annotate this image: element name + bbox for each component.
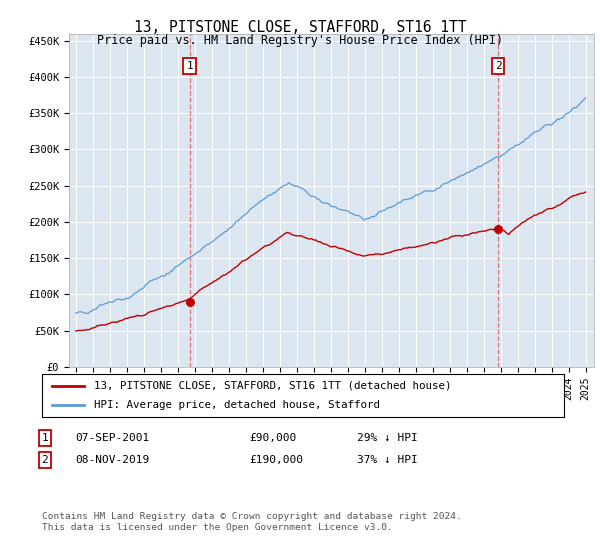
Text: £90,000: £90,000 bbox=[249, 433, 296, 443]
Text: 37% ↓ HPI: 37% ↓ HPI bbox=[357, 455, 418, 465]
Text: 13, PITSTONE CLOSE, STAFFORD, ST16 1TT: 13, PITSTONE CLOSE, STAFFORD, ST16 1TT bbox=[134, 20, 466, 35]
Text: 29% ↓ HPI: 29% ↓ HPI bbox=[357, 433, 418, 443]
Text: £190,000: £190,000 bbox=[249, 455, 303, 465]
Text: 2: 2 bbox=[494, 61, 502, 71]
Point bbox=[185, 297, 194, 306]
Text: 07-SEP-2001: 07-SEP-2001 bbox=[75, 433, 149, 443]
Text: 2: 2 bbox=[41, 455, 49, 465]
Text: Price paid vs. HM Land Registry's House Price Index (HPI): Price paid vs. HM Land Registry's House … bbox=[97, 34, 503, 46]
Text: Contains HM Land Registry data © Crown copyright and database right 2024.
This d: Contains HM Land Registry data © Crown c… bbox=[42, 512, 462, 532]
Text: 1: 1 bbox=[186, 61, 193, 71]
Text: 08-NOV-2019: 08-NOV-2019 bbox=[75, 455, 149, 465]
Text: HPI: Average price, detached house, Stafford: HPI: Average price, detached house, Staf… bbox=[94, 400, 380, 410]
Point bbox=[493, 225, 503, 234]
Text: 13, PITSTONE CLOSE, STAFFORD, ST16 1TT (detached house): 13, PITSTONE CLOSE, STAFFORD, ST16 1TT (… bbox=[94, 381, 452, 391]
Text: 1: 1 bbox=[41, 433, 49, 443]
